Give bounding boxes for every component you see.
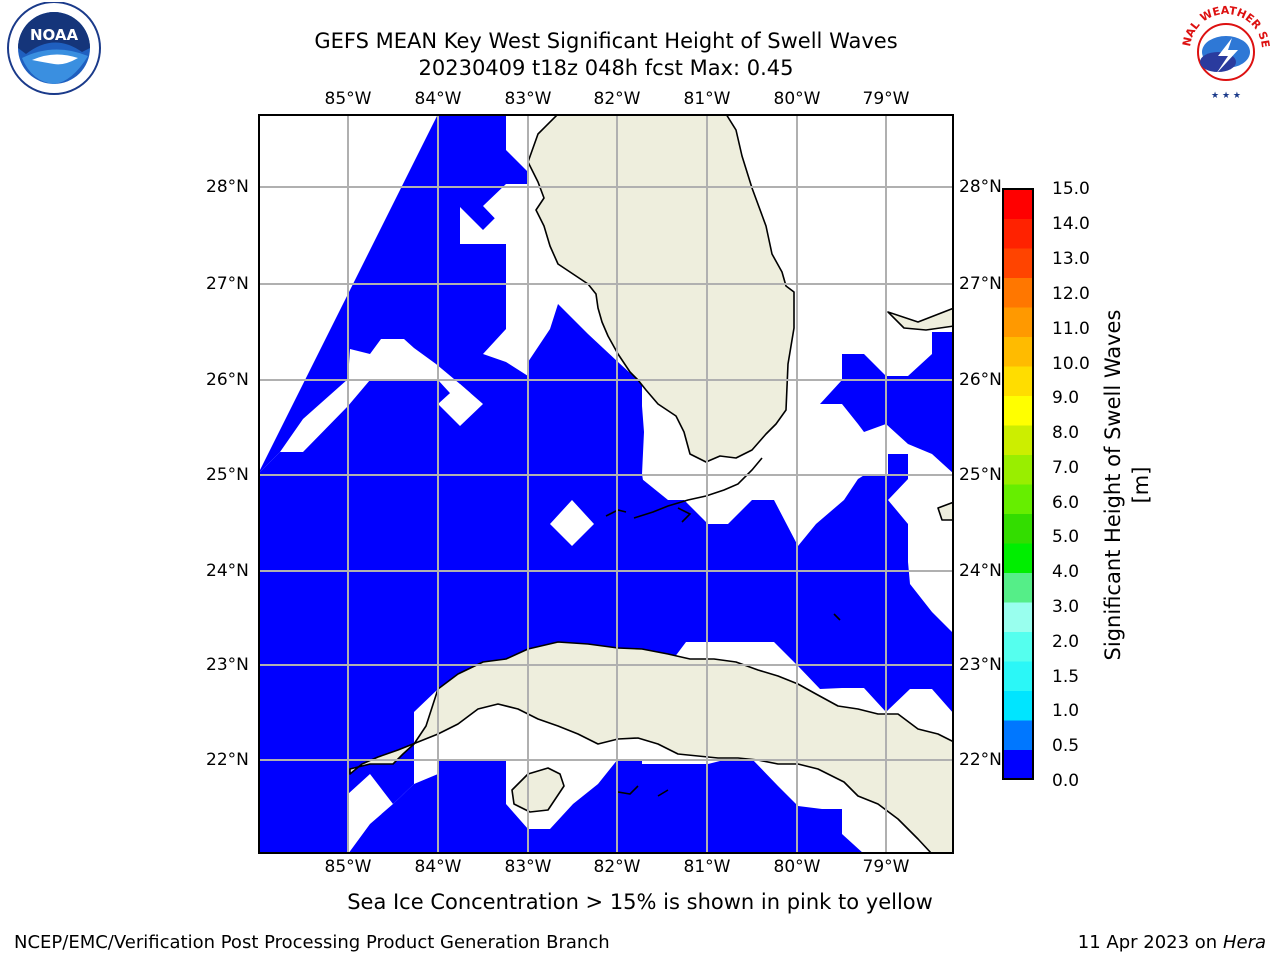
lat-label-left-24n: 24°N — [206, 561, 249, 581]
map-panel — [258, 113, 955, 858]
colorbar-bin — [1003, 543, 1033, 573]
lon-label-bottom-84w: 84°W — [414, 857, 462, 877]
footer-right: 11 Apr 2023 on Hera — [1078, 932, 1266, 953]
lon-label-bottom-80w: 80°W — [773, 857, 821, 877]
lat-label-right-26n: 26°N — [959, 370, 1002, 390]
colorbar-bin — [1003, 720, 1033, 750]
colorbar-bin — [1003, 425, 1033, 455]
colorbar-label-text: Significant Height of Swell Waves [m] — [1101, 309, 1153, 661]
lon-label-bottom-82w: 82°W — [593, 857, 641, 877]
lon-label-top-85w: 85°W — [324, 89, 372, 109]
colorbar-tick: 1.5 — [1052, 667, 1080, 687]
nws-logo: NATIONAL WEATHER SERVICE ★ ★ ★ — [1169, 0, 1278, 106]
colorbar-bin — [1003, 248, 1033, 278]
footer-left: NCEP/EMC/Verification Post Processing Pr… — [14, 932, 610, 953]
colorbar-tick: 11.0 — [1052, 319, 1090, 339]
lat-label-right-28n: 28°N — [959, 177, 1002, 197]
lat-label-left-26n: 26°N — [206, 370, 249, 390]
lon-label-top-79w: 79°W — [862, 89, 910, 109]
colorbar-bin — [1003, 513, 1033, 544]
footer-date: 11 Apr 2023 on — [1077, 932, 1223, 953]
colorbar-bin — [1003, 572, 1033, 603]
colorbar-tick: 13.0 — [1052, 249, 1090, 269]
lat-label-left-28n: 28°N — [206, 177, 249, 197]
colorbar-bin — [1003, 395, 1033, 426]
lon-label-bottom-83w: 83°W — [504, 857, 552, 877]
lon-label-top-84w: 84°W — [414, 89, 462, 109]
colorbar-bin — [1003, 277, 1033, 308]
colorbar-tick: 6.0 — [1052, 493, 1080, 513]
noaa-logo-text: NOAA — [30, 26, 79, 44]
lat-label-right-27n: 27°N — [959, 274, 1002, 294]
colorbar-tick: 14.0 — [1052, 214, 1090, 234]
lon-label-top-83w: 83°W — [504, 89, 552, 109]
land-masses — [349, 113, 955, 855]
lat-label-right-25n: 25°N — [959, 465, 1002, 485]
colorbar-tick: 8.0 — [1052, 423, 1080, 443]
colorbar-tick: 15.0 — [1052, 179, 1090, 199]
sea-ice-note: Sea Ice Concentration > 15% is shown in … — [347, 890, 933, 914]
colorbar-bin — [1003, 336, 1033, 367]
lat-label-left-23n: 23°N — [206, 655, 249, 675]
lon-label-bottom-81w: 81°W — [683, 857, 731, 877]
colorbar-tick: 4.0 — [1052, 562, 1080, 582]
lon-label-bottom-85w: 85°W — [324, 857, 372, 877]
colorbar — [1002, 188, 1036, 786]
lat-label-left-22n: 22°N — [206, 750, 249, 770]
colorbar-bin — [1003, 218, 1033, 249]
lat-label-right-22n: 22°N — [959, 750, 1002, 770]
lat-label-left-25n: 25°N — [206, 465, 249, 485]
colorbar-bin — [1003, 307, 1033, 337]
svg-text:★ ★ ★: ★ ★ ★ — [1211, 91, 1241, 101]
colorbar-tick: 5.0 — [1052, 527, 1080, 547]
colorbar-tick: 2.0 — [1052, 632, 1080, 652]
colorbar-tick: 0.0 — [1052, 771, 1080, 791]
colorbar-tick: 1.0 — [1052, 701, 1080, 721]
noaa-logo: NOAA — [2, 1, 106, 106]
colorbar-tick: 9.0 — [1052, 388, 1080, 408]
colorbar-tick: 0.5 — [1052, 736, 1080, 756]
colorbar-tick: 3.0 — [1052, 597, 1080, 617]
colorbar-bin — [1003, 690, 1033, 721]
lat-label-right-24n: 24°N — [959, 561, 1002, 581]
colorbar-bin — [1003, 661, 1033, 691]
lon-label-top-80w: 80°W — [773, 89, 821, 109]
colorbar-bin — [1003, 189, 1033, 219]
footer-host: Hera — [1222, 932, 1266, 953]
lon-label-top-81w: 81°W — [683, 89, 731, 109]
colorbar-tick: 12.0 — [1052, 284, 1090, 304]
colorbar-tick: 10.0 — [1052, 354, 1090, 374]
colorbar-tick: 7.0 — [1052, 458, 1080, 478]
chart-subtitle: 20230409 t18z 048h fcst Max: 0.45 — [418, 56, 794, 80]
colorbar-bin — [1003, 631, 1033, 662]
lon-label-top-82w: 82°W — [593, 89, 641, 109]
colorbar-bin — [1003, 366, 1033, 396]
colorbar-bin — [1003, 454, 1033, 485]
colorbar-bin — [1003, 484, 1033, 514]
colorbar-bin — [1003, 749, 1033, 780]
colorbar-bin — [1003, 602, 1033, 632]
chart-title: GEFS MEAN Key West Significant Height of… — [314, 29, 898, 53]
lon-label-bottom-79w: 79°W — [862, 857, 910, 877]
lat-label-left-27n: 27°N — [206, 274, 249, 294]
lat-label-right-23n: 23°N — [959, 655, 1002, 675]
